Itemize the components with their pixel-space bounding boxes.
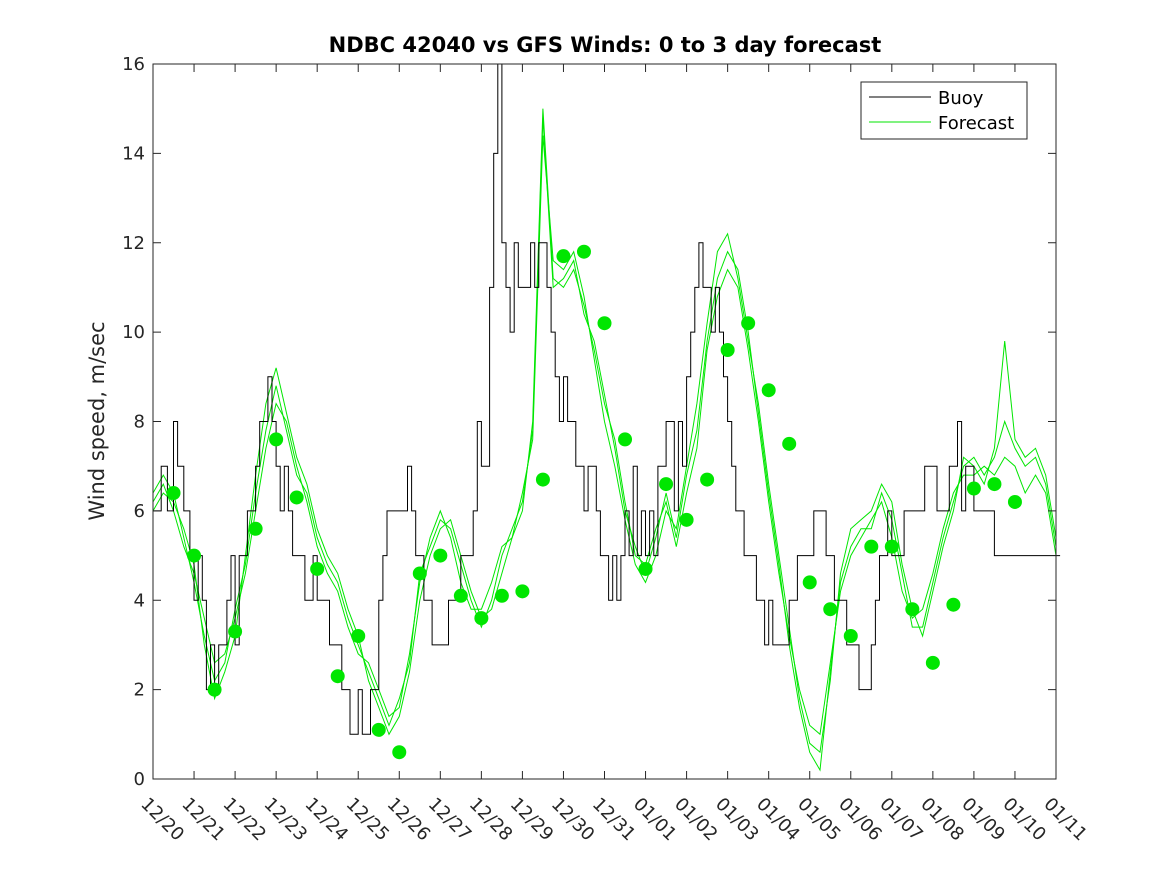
forecast-line — [152, 108, 1057, 736]
forecast-marker — [720, 343, 735, 357]
forecast-marker — [310, 561, 325, 576]
forecast-marker — [556, 249, 571, 264]
x-tick-label: 12/25 — [342, 794, 394, 846]
forecast-marker — [1007, 494, 1022, 509]
x-tick-label: 12/24 — [301, 794, 353, 846]
x-tick-label: 12/29 — [506, 794, 558, 846]
y-tick-label: 6 — [134, 501, 145, 522]
x-tick-label: 12/20 — [136, 794, 188, 846]
forecast-marker — [269, 432, 284, 447]
forecast-marker — [371, 722, 386, 737]
x-tick-label: 01/08 — [916, 794, 968, 846]
forecast-marker — [187, 548, 202, 563]
y-tick-label: 16 — [122, 54, 145, 75]
x-tick-label: 01/01 — [629, 794, 681, 846]
forecast-line — [152, 117, 1057, 772]
forecast-marker — [576, 244, 591, 259]
forecast-marker — [700, 472, 715, 487]
forecast-marker — [987, 477, 1002, 492]
x-tick-label: 01/11 — [1039, 794, 1091, 846]
forecast-marker — [515, 584, 530, 599]
x-tick-label: 12/22 — [219, 794, 271, 846]
x-tick-label: 01/04 — [752, 794, 804, 846]
forecast-marker — [946, 597, 961, 612]
forecast-marker — [597, 316, 612, 331]
forecast-marker — [453, 588, 468, 603]
forecast-marker — [679, 512, 694, 527]
x-tick-label: 12/30 — [547, 794, 599, 846]
forecast-marker — [864, 539, 879, 554]
y-axis: 0 2 4 6 8 10 12 14 16 — [122, 54, 1056, 790]
forecast-marker — [659, 477, 674, 492]
y-tick-label: 8 — [134, 412, 145, 433]
forecast-marker — [207, 682, 222, 697]
forecast-marker — [618, 432, 633, 447]
legend-box — [860, 81, 1028, 140]
forecast-marker — [782, 436, 797, 451]
plot-lines — [152, 63, 1061, 772]
forecast-marker — [392, 745, 407, 760]
y-tick-label: 12 — [122, 233, 145, 254]
forecast-marker — [761, 383, 776, 398]
y-tick-label: 2 — [134, 680, 145, 701]
forecast-marker — [905, 602, 920, 617]
forecast-marker — [494, 588, 509, 603]
forecast-marker — [843, 629, 858, 643]
x-tick-label: 01/02 — [670, 794, 722, 846]
x-axis: 12/2012/2112/2212/2312/2412/2512/2612/27… — [136, 64, 1091, 845]
forecast-marker — [966, 481, 981, 496]
forecast-marker — [884, 539, 899, 554]
y-axis-label: Wind speed, m/sec — [85, 321, 109, 520]
chart-title: NDBC 42040 vs GFS Winds: 0 to 3 day fore… — [329, 33, 882, 57]
y-tick-label: 0 — [134, 769, 145, 790]
y-tick-label: 10 — [122, 322, 145, 343]
forecast-marker — [289, 490, 304, 505]
forecast-marker — [474, 611, 489, 626]
forecast-marker — [823, 602, 838, 617]
x-tick-label: 01/10 — [998, 794, 1050, 846]
y-tick-label: 4 — [134, 590, 145, 611]
forecast-marker — [925, 655, 940, 670]
legend: Buoy Forecast — [860, 81, 1028, 140]
y-tick-label: 14 — [122, 143, 145, 164]
x-tick-label: 01/03 — [711, 794, 763, 846]
forecast-marker — [330, 669, 345, 684]
forecast-marker — [741, 316, 756, 331]
forecast-marker — [802, 575, 817, 590]
legend-label-buoy: Buoy — [938, 88, 984, 109]
forecast-marker — [433, 548, 448, 563]
forecast-line — [152, 135, 1057, 754]
legend-label-forecast: Forecast — [938, 113, 1014, 134]
forecast-marker — [638, 561, 653, 576]
x-tick-label: 12/21 — [178, 794, 230, 846]
forecast-marker — [412, 566, 427, 581]
forecast-marker — [351, 629, 366, 643]
forecast-marker — [248, 521, 263, 536]
x-tick-label: 12/27 — [424, 794, 476, 846]
forecast-marker — [228, 624, 243, 639]
x-tick-label: 01/06 — [834, 794, 886, 846]
x-tick-label: 12/26 — [383, 794, 435, 846]
plot-markers — [166, 244, 1022, 760]
x-tick-label: 12/31 — [588, 794, 640, 846]
forecast-marker — [535, 472, 550, 487]
x-tick-label: 12/23 — [260, 794, 312, 846]
buoy-line — [153, 63, 1061, 735]
forecast-marker — [166, 486, 181, 500]
x-tick-label: 01/09 — [957, 794, 1009, 846]
x-tick-label: 01/07 — [875, 794, 927, 846]
x-tick-label: 01/05 — [793, 794, 845, 846]
x-tick-label: 12/28 — [465, 794, 517, 846]
